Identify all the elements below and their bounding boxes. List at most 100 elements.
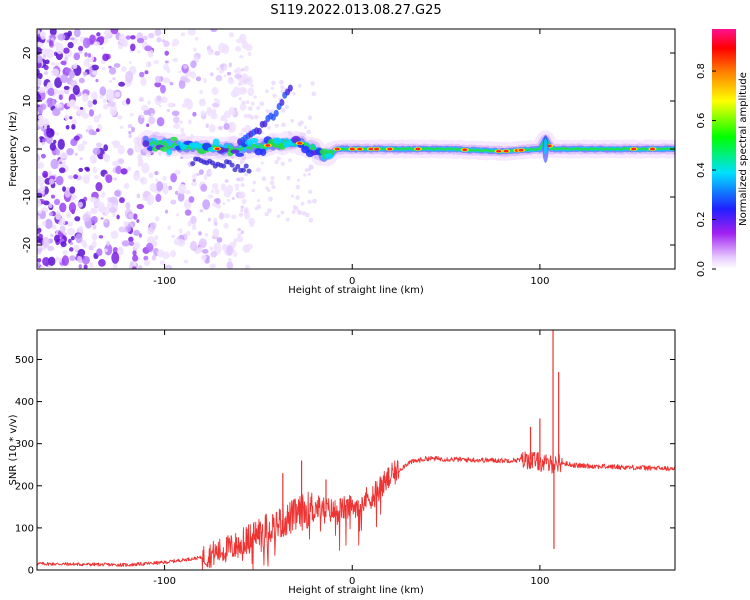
noise-blob [70, 197, 75, 201]
noise-blob [82, 37, 91, 49]
noise-blob [150, 113, 155, 117]
noise-blob [118, 81, 126, 87]
branch-blob [190, 161, 196, 167]
noise-blob [143, 110, 150, 116]
noise-blob [238, 212, 244, 217]
noise-blob [129, 112, 134, 117]
noise-blob [280, 85, 285, 90]
noise-blob [41, 221, 47, 227]
noise-blob [50, 194, 56, 199]
noise-blob [91, 240, 97, 249]
noise-blob [183, 98, 192, 105]
noise-blob [43, 71, 49, 75]
noise-blob [235, 67, 242, 75]
noise-blob [138, 265, 143, 269]
noise-blob [290, 118, 295, 123]
noise-blob [280, 161, 285, 166]
noise-blob [170, 173, 178, 183]
colorbar-tick-label: 0.8 [696, 63, 707, 79]
noise-blob [265, 108, 270, 114]
noise-blob [111, 251, 120, 264]
noise-blob [130, 35, 136, 40]
noise-blob [37, 41, 44, 48]
branch-blob [232, 167, 238, 173]
noise-blob [181, 103, 188, 108]
noise-blob [213, 97, 219, 102]
noise-blob [103, 144, 109, 152]
snr-x-tick-label: -100 [153, 576, 176, 587]
noise-blob [113, 63, 121, 68]
noise-blob [92, 99, 98, 105]
noise-blob [73, 245, 80, 250]
noise-blob [173, 238, 180, 246]
noise-blob [146, 200, 152, 205]
noise-blob [227, 78, 235, 85]
noise-blob [210, 251, 218, 258]
noise-blob [140, 77, 147, 86]
noise-blob [183, 259, 189, 264]
noise-blob [192, 111, 197, 117]
noise-blob [300, 201, 305, 206]
noise-blob [67, 41, 74, 49]
noise-blob [271, 184, 276, 190]
noise-blob [88, 109, 95, 117]
spectrogram-x-tick-label: 0 [349, 276, 355, 287]
noise-blob [37, 198, 42, 208]
noise-blob [143, 255, 149, 261]
noise-blob [82, 242, 88, 249]
noise-blob [200, 254, 207, 261]
noise-blob [205, 123, 209, 128]
branch-blob [235, 163, 241, 169]
noise-blob [169, 250, 176, 258]
noise-blob [199, 209, 204, 213]
noise-blob [51, 99, 56, 106]
noise-blob [241, 198, 247, 205]
noise-blob [51, 68, 60, 77]
noise-blob [270, 86, 274, 90]
noise-blob [228, 62, 233, 68]
noise-blob [59, 225, 66, 233]
noise-blob [48, 212, 54, 217]
spectrogram-x-ticks: -100 0 100 [153, 29, 549, 287]
noise-blob [191, 173, 197, 180]
noise-blob [121, 66, 127, 72]
noise-blob [190, 60, 197, 69]
noise-blob [280, 108, 286, 113]
noise-blob [101, 66, 106, 71]
noise-blob [102, 98, 107, 104]
colorbar-gradient [712, 29, 736, 269]
branch-blob [209, 160, 215, 166]
noise-blob [140, 176, 148, 185]
noise-blob [285, 217, 290, 222]
noise-blob [215, 198, 221, 205]
noise-blob [156, 116, 165, 127]
noise-blob [118, 44, 123, 50]
noise-blob [68, 70, 75, 79]
noise-blob [74, 152, 78, 156]
noise-blob [69, 116, 73, 120]
noise-blob [206, 106, 212, 114]
noise-blob [49, 142, 57, 151]
snr-y-axis-label: SNR (10 * v/v) [8, 414, 19, 485]
noise-blob [98, 35, 105, 42]
noise-blob [243, 208, 249, 214]
noise-blob [197, 246, 203, 253]
noise-blob [180, 32, 186, 37]
ridge-vertical-feature-core [543, 138, 548, 155]
noise-blob [297, 121, 303, 127]
noise-blob [90, 208, 96, 213]
noise-blob [228, 128, 232, 133]
noise-blob [58, 167, 66, 174]
noise-blob [133, 213, 138, 220]
spectrogram-x-tick-label: 100 [530, 276, 549, 287]
noise-blob [265, 186, 269, 190]
noise-blob [198, 99, 206, 107]
noise-blob [61, 255, 70, 266]
noise-blob [46, 127, 54, 138]
noise-blob [67, 175, 74, 180]
noise-blob [123, 221, 129, 227]
snr-x-tick-label: 100 [530, 576, 549, 587]
noise-blob [108, 79, 113, 83]
noise-blob [303, 173, 307, 177]
noise-blob [271, 80, 276, 86]
